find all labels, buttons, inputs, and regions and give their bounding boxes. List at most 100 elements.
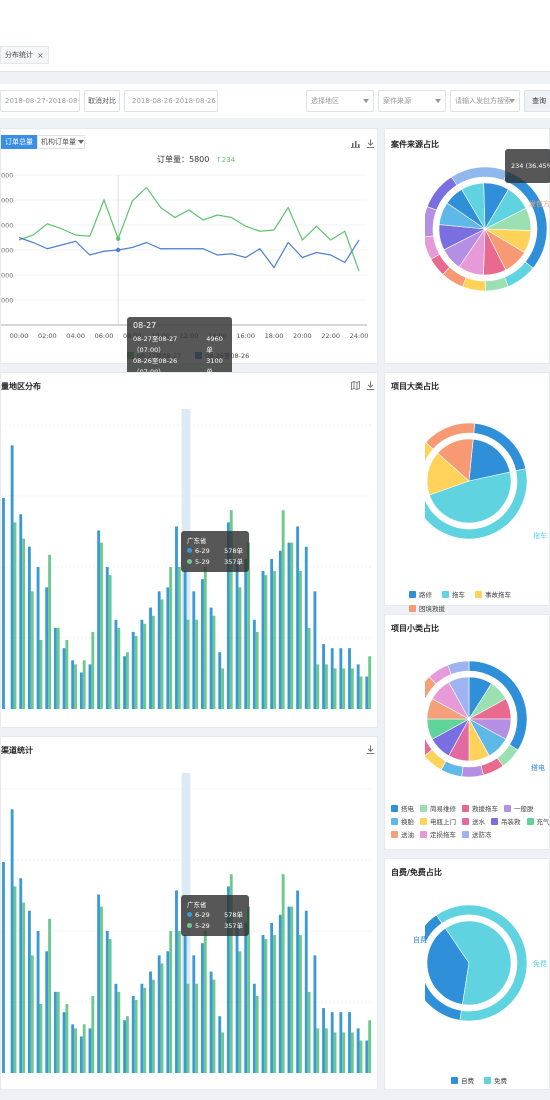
channel-stats-panel: 渠道统计 广东省 6-29 578单 5-29 357单 — [0, 736, 378, 1090]
tooltip-row-value: 357单 — [224, 922, 243, 930]
bar — [313, 591, 317, 709]
bar — [134, 635, 138, 709]
download-icon[interactable] — [366, 139, 375, 148]
bar — [304, 910, 308, 1073]
legend-label: 换胎 — [401, 818, 414, 826]
legend-item[interactable]: 路修 — [409, 589, 432, 599]
tab-org-orders[interactable]: 机构订单量 — [37, 135, 85, 149]
legend-swatch — [462, 817, 469, 825]
download-icon[interactable] — [366, 381, 375, 390]
date-range-picker[interactable]: 2018-08-27-2018-08-27 — [0, 90, 80, 112]
source-select[interactable]: 案件来源 — [378, 90, 446, 112]
legend-item[interactable]: 送油 — [391, 829, 414, 839]
download-icon[interactable] — [366, 745, 375, 754]
bar — [100, 542, 103, 709]
legend-item[interactable]: 送防冻 — [462, 829, 492, 839]
legend-item[interactable]: 困境救援 — [409, 603, 445, 613]
bar — [324, 664, 328, 709]
bar — [175, 890, 178, 1073]
bar — [342, 1032, 346, 1073]
tab-order-total[interactable]: 订单总量 — [1, 135, 37, 149]
bar — [270, 922, 274, 1073]
legend-item[interactable]: 吊装救 — [491, 816, 521, 826]
legend-swatch — [391, 804, 398, 812]
series-dot — [187, 559, 192, 564]
pie-slice — [461, 765, 484, 778]
legend-item[interactable]: 充气 — [526, 816, 550, 826]
bar — [299, 935, 302, 1073]
bar — [281, 874, 285, 1073]
legend-swatch — [420, 830, 427, 838]
bar — [333, 668, 337, 709]
bar — [218, 652, 222, 709]
x-tick-label: 24:00 — [350, 332, 369, 340]
legend-item[interactable]: 定损拖车 — [420, 829, 456, 839]
source-panel-title: 案件来源占比 — [391, 140, 439, 149]
fee-label-self-paid: 自费 — [413, 936, 427, 944]
pie-slice — [425, 468, 528, 540]
legend-item[interactable]: 免费 — [484, 1075, 507, 1085]
legend-label: 自费 — [461, 1077, 474, 1085]
source-donut-chart — [425, 166, 548, 292]
pie-slice — [425, 422, 476, 450]
legend-swatch — [420, 817, 427, 825]
bar — [36, 567, 40, 709]
x-tick-label: 20:00 — [293, 332, 312, 340]
category-legend: 路修 拖车 事故拖车困境救援 — [409, 589, 549, 613]
legend-item[interactable]: 送水 — [462, 816, 485, 826]
bar — [126, 1016, 129, 1073]
legend-label: 送防冻 — [472, 831, 492, 839]
y-tick-label: 000 — [1, 197, 13, 205]
legend-item[interactable]: 事故拖车 — [475, 589, 511, 599]
source-placeholder: 案件来源 — [383, 97, 411, 105]
region-panel-title: 量地区分布 — [1, 382, 41, 391]
legend-item[interactable]: 电瓶上门 — [420, 816, 456, 826]
legend-item[interactable]: 自费 — [451, 1075, 474, 1085]
bar — [368, 656, 372, 709]
legend-item[interactable]: 简易维修 — [420, 803, 456, 813]
legend-label: 充气 — [536, 818, 550, 826]
bar — [195, 983, 199, 1073]
issuer-search-select[interactable]: 请输入发包方搜索 — [450, 90, 520, 112]
date-range-value: 2018-08-27-2018-08-27 — [5, 97, 80, 105]
bar — [22, 538, 26, 709]
cancel-compare-button[interactable]: 取消对比 — [84, 90, 120, 112]
tooltip-row-label: 5-29 — [195, 558, 210, 566]
bar — [203, 567, 207, 709]
bar — [278, 914, 282, 1073]
bar — [27, 546, 31, 709]
bar — [330, 1012, 334, 1073]
legend-item[interactable]: 救援拖车 — [462, 803, 498, 813]
bar — [114, 619, 118, 709]
legend-label: 一般脱 — [514, 805, 534, 813]
map-icon[interactable] — [351, 381, 360, 390]
chevron-down-icon — [363, 99, 369, 103]
tooltip-row-value: 357单 — [224, 558, 243, 566]
tab-distribution-stats[interactable]: 分布统计 × — [0, 46, 49, 64]
bar — [324, 1028, 328, 1073]
subcategory-legend: 搭电 简易维修 救援拖车 一般脱换胎 电瓶上门 送水 吊装救 充气送油 定损拖车 送防冻 — [391, 803, 550, 839]
legend-item[interactable]: 拖车 — [442, 589, 465, 599]
legend-item[interactable]: 换胎 — [391, 816, 414, 826]
bar — [48, 918, 52, 1073]
close-icon[interactable]: × — [37, 50, 44, 60]
region-select[interactable]: 选择地区 — [306, 90, 374, 112]
bar — [365, 1040, 369, 1073]
bar — [201, 579, 204, 709]
bar — [160, 963, 164, 1073]
bar — [287, 542, 291, 709]
compare-date-picker[interactable]: 2018-08-26-2018-08-26 — [124, 90, 218, 112]
bar — [316, 664, 320, 709]
legend-item[interactable]: 一般脱 — [504, 803, 534, 813]
legend-item[interactable]: 搭电 — [391, 803, 414, 813]
bar — [79, 1036, 83, 1073]
y-tick-label: 000 — [1, 247, 13, 255]
bar — [123, 656, 127, 709]
pie-slice — [451, 166, 508, 186]
bar-chart-icon[interactable] — [351, 139, 360, 148]
order-tooltip-title: 08-27 — [133, 321, 157, 330]
query-button[interactable]: 查询 — [524, 90, 550, 112]
region-tooltip-title: 广东省 — [187, 537, 207, 545]
bar — [226, 522, 230, 709]
bar — [261, 935, 265, 1073]
